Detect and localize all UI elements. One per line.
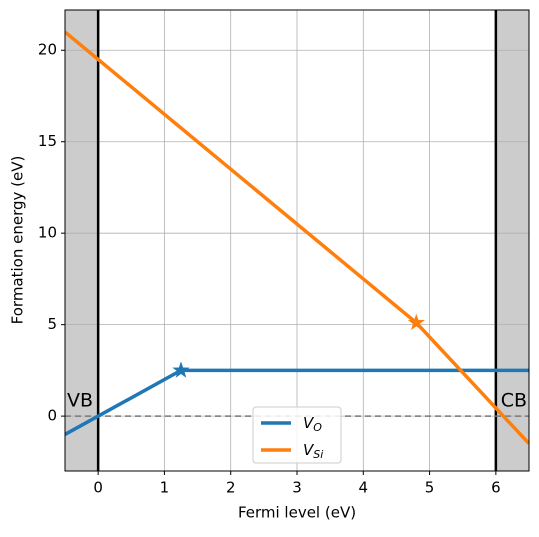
x-tick-label: 0 — [93, 479, 103, 497]
legend-box — [252, 406, 342, 464]
y-tick-label: 10 — [38, 224, 57, 242]
plot-area — [65, 10, 529, 471]
legend-name: V — [303, 441, 315, 459]
x-tick-label: 6 — [491, 479, 501, 497]
legend-name: V — [303, 414, 315, 432]
x-tick-label: 5 — [425, 479, 435, 497]
legend-subscript: Si — [313, 448, 323, 461]
cb-region — [495, 10, 529, 471]
x-tick-label: 4 — [359, 479, 369, 497]
y-axis-title: Formation energy (eV) — [9, 156, 27, 325]
vb-region — [65, 10, 99, 471]
x-axis-title: Fermi level (eV) — [238, 504, 356, 522]
y-tick-label: 5 — [47, 315, 57, 333]
x-tick-label: 2 — [226, 479, 236, 497]
legend-label: VO — [303, 414, 322, 435]
transition-marker — [172, 361, 190, 378]
x-tick-label: 3 — [292, 479, 302, 497]
transition-marker — [407, 313, 425, 331]
y-tick-label: 0 — [47, 407, 57, 425]
y-tick-label: 20 — [38, 41, 57, 59]
legend-label: VSi — [303, 441, 323, 462]
x-tick-label: 1 — [160, 479, 170, 497]
cb-label: CB — [501, 390, 527, 412]
plot-frame — [64, 9, 530, 472]
y-tick-label: 15 — [38, 132, 57, 150]
legend-subscript: O — [313, 421, 322, 434]
vb-label: VB — [67, 390, 93, 412]
